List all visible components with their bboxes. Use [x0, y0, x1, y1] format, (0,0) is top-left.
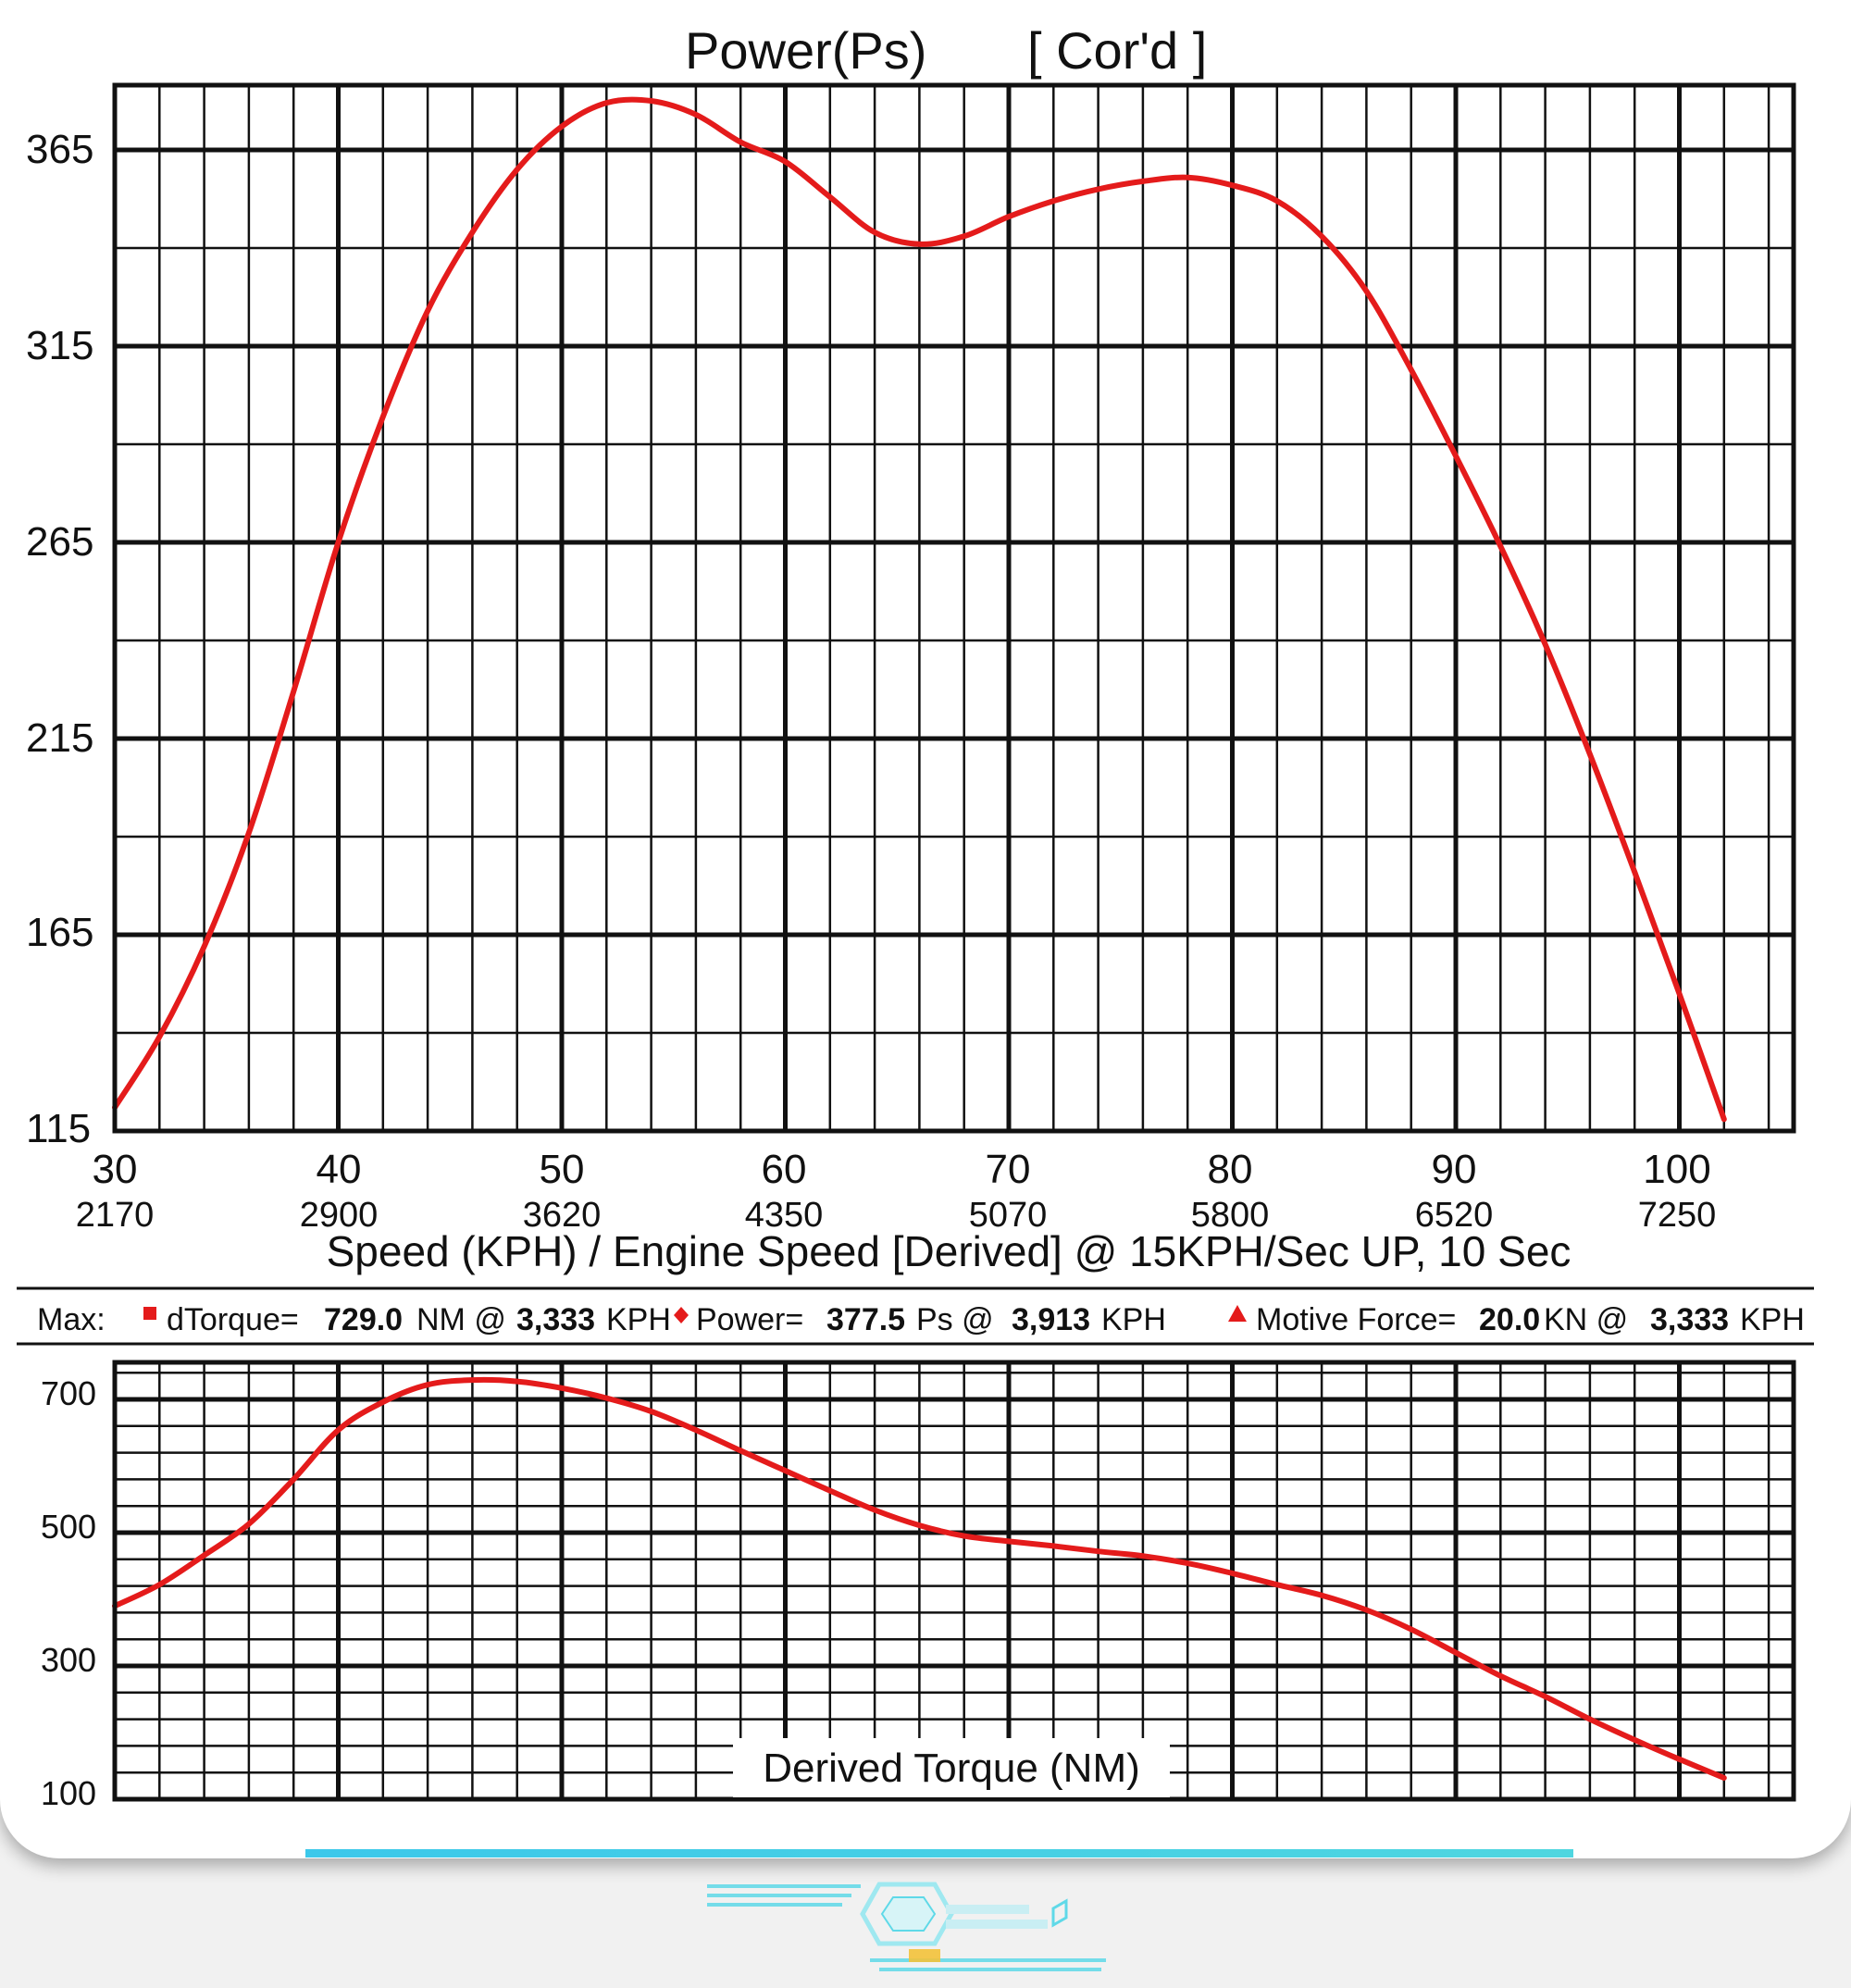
- force-max-at-unit: KPH: [1740, 1302, 1805, 1337]
- speed-tick: 90: [1432, 1147, 1477, 1192]
- speed-tick: 50: [540, 1147, 585, 1192]
- power-y-tick: 315: [26, 323, 93, 368]
- power-y-tick: 165: [26, 910, 93, 955]
- torque-max-name: dTorque=: [167, 1302, 299, 1337]
- force-max-value: 20.0: [1479, 1302, 1540, 1337]
- accent-bar: [305, 1849, 1573, 1858]
- torque-plot-frame: [112, 1360, 1796, 1802]
- speed-tick: 100: [1643, 1147, 1710, 1192]
- torque-max-at-unit: KPH: [606, 1302, 671, 1337]
- force-max-name: Motive Force=: [1256, 1302, 1456, 1337]
- torque-max-at: 3,333: [516, 1302, 595, 1337]
- rpm-tick: 5800: [1191, 1196, 1270, 1235]
- torque-curve: [112, 1376, 1727, 1781]
- power-y-axis: 365 315 265 215 165 115: [26, 127, 93, 1151]
- power-max-unit: Ps @: [916, 1302, 994, 1337]
- power-max-at: 3,913: [1012, 1302, 1090, 1337]
- power-y-tick: 115: [26, 1106, 91, 1151]
- power-plot-frame: [112, 82, 1796, 1134]
- brand-logo: [707, 1882, 1106, 1971]
- torque-max-value: 729.0: [324, 1302, 403, 1337]
- torque-y-tick: 700: [41, 1374, 96, 1412]
- power-max-at-unit: KPH: [1101, 1302, 1166, 1337]
- power-y-tick: 265: [26, 519, 93, 565]
- rpm-tick: 5070: [969, 1196, 1048, 1235]
- rpm-tick: 6520: [1415, 1196, 1494, 1235]
- rpm-axis: 2170 2900 3620 4350 5070 5800 6520 7250: [76, 1196, 1717, 1235]
- speed-tick: 70: [986, 1147, 1031, 1192]
- power-max-value: 377.5: [826, 1302, 905, 1337]
- rpm-tick: 2900: [300, 1196, 379, 1235]
- force-max-at: 3,333: [1650, 1302, 1729, 1337]
- speed-tick: 60: [762, 1147, 807, 1192]
- power-legend-icon: [674, 1307, 689, 1323]
- power-chart-title: Power(Ps): [685, 21, 926, 80]
- rpm-tick: 2170: [76, 1196, 155, 1235]
- torque-legend-icon: [143, 1307, 156, 1320]
- force-max-unit: KN @: [1544, 1302, 1628, 1337]
- max-info: Max: dTorque= 729.0 NM @ 3,333 KPH Power…: [37, 1302, 1805, 1337]
- chart-card: Power(Ps) [ Cor'd ] 365 315 265 215 165 …: [0, 0, 1851, 1858]
- power-curve: [112, 96, 1727, 1123]
- speed-tick: 30: [93, 1147, 138, 1192]
- torque-chart-grid: [115, 1362, 1794, 1799]
- torque-chart-title: Derived Torque (NM): [763, 1746, 1140, 1791]
- torque-max-unit: NM @: [416, 1302, 506, 1337]
- power-chart-grid: [115, 85, 1794, 1131]
- power-y-tick: 365: [26, 127, 93, 172]
- dyno-chart: Power(Ps) [ Cor'd ] 365 315 265 215 165 …: [17, 21, 1814, 1812]
- rpm-tick: 3620: [523, 1196, 602, 1235]
- rpm-tick: 4350: [745, 1196, 824, 1235]
- power-y-tick: 215: [26, 715, 93, 761]
- power-x-axis: 30 40 50 60 70 80 90 100: [93, 1147, 1711, 1192]
- torque-y-axis: 700 500 300 100: [41, 1374, 96, 1812]
- torque-y-tick: 500: [41, 1508, 96, 1546]
- speed-tick: 40: [317, 1147, 362, 1192]
- speed-tick: 80: [1208, 1147, 1253, 1192]
- torque-title-backdrop: [733, 1738, 1170, 1797]
- torque-y-tick: 300: [41, 1641, 96, 1679]
- x-axis-title: Speed (KPH) / Engine Speed [Derived] @ 1…: [327, 1227, 1571, 1275]
- torque-y-tick: 100: [41, 1774, 96, 1812]
- power-max-name: Power=: [696, 1302, 803, 1337]
- rpm-tick: 7250: [1638, 1196, 1717, 1235]
- corrected-label: [ Cor'd ]: [1027, 21, 1207, 80]
- force-legend-icon: [1228, 1305, 1247, 1322]
- max-label: Max:: [37, 1302, 106, 1337]
